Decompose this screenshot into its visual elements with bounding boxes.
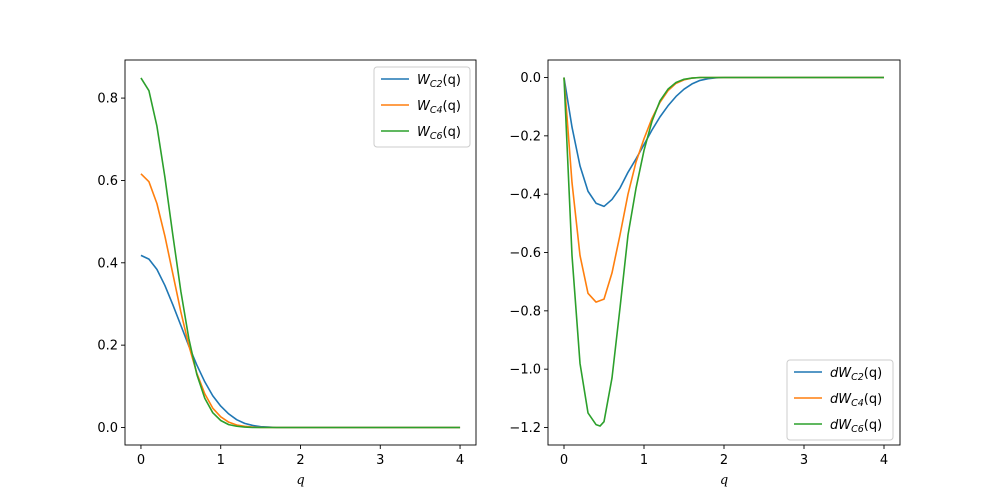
y-tick-label: −0.2 bbox=[509, 129, 541, 144]
x-tick-label: 0 bbox=[137, 453, 145, 468]
y-tick-label: −0.4 bbox=[509, 188, 541, 203]
y-tick-label: 0.4 bbox=[97, 256, 118, 271]
x-tick-label: 4 bbox=[456, 453, 464, 468]
legend-entry-0: dWC2(q) bbox=[830, 366, 882, 383]
x-tick-label: 4 bbox=[880, 453, 888, 468]
x-tick-label: 2 bbox=[720, 453, 728, 468]
y-tick-label: 0.0 bbox=[520, 71, 541, 86]
y-tick-label: 0.0 bbox=[97, 421, 118, 436]
x-tick-label: 2 bbox=[296, 453, 304, 468]
legend-entry-1: dWC4(q) bbox=[830, 392, 882, 409]
legend-entry-1: WC4(q) bbox=[417, 99, 461, 116]
x-tick-label: 1 bbox=[217, 453, 225, 468]
y-tick-label: −0.8 bbox=[509, 304, 541, 319]
x-tick-label: 3 bbox=[800, 453, 808, 468]
series-line-2 bbox=[563, 76, 884, 427]
x-tick-label: 3 bbox=[376, 453, 384, 468]
legend-entry-0: WC2(q) bbox=[417, 73, 461, 90]
y-tick-label: 0.8 bbox=[97, 92, 118, 107]
x-axis-label: q bbox=[720, 473, 728, 488]
y-tick-label: −1.0 bbox=[509, 363, 541, 378]
legend-box bbox=[373, 66, 471, 148]
y-tick-label: −1.2 bbox=[509, 421, 541, 436]
x-tick-label: 0 bbox=[560, 453, 568, 468]
y-tick-label: −0.6 bbox=[509, 246, 541, 261]
right-chart-panel: 0 1 2 3 4 0.0 −0.2 −0.4 −0.6 −0.8 −1.0 −1.2 q dWC2(q)… bbox=[509, 59, 901, 488]
legend-entry-2: WC6(q) bbox=[417, 125, 461, 142]
series-line-2 bbox=[140, 77, 461, 429]
legend-entry-2: dWC6(q) bbox=[830, 418, 882, 435]
left-chart-panel: 0 1 2 3 4 0.0 0.2 0.4 0.6 0.8 q WC2(q) WC4(q) WC6(q) bbox=[97, 59, 477, 488]
x-tick-label: 1 bbox=[640, 453, 648, 468]
y-tick-label: 0.6 bbox=[97, 174, 118, 189]
legend-box bbox=[786, 359, 894, 441]
x-axis-label: q bbox=[296, 473, 304, 488]
y-tick-label: 0.2 bbox=[97, 339, 118, 354]
